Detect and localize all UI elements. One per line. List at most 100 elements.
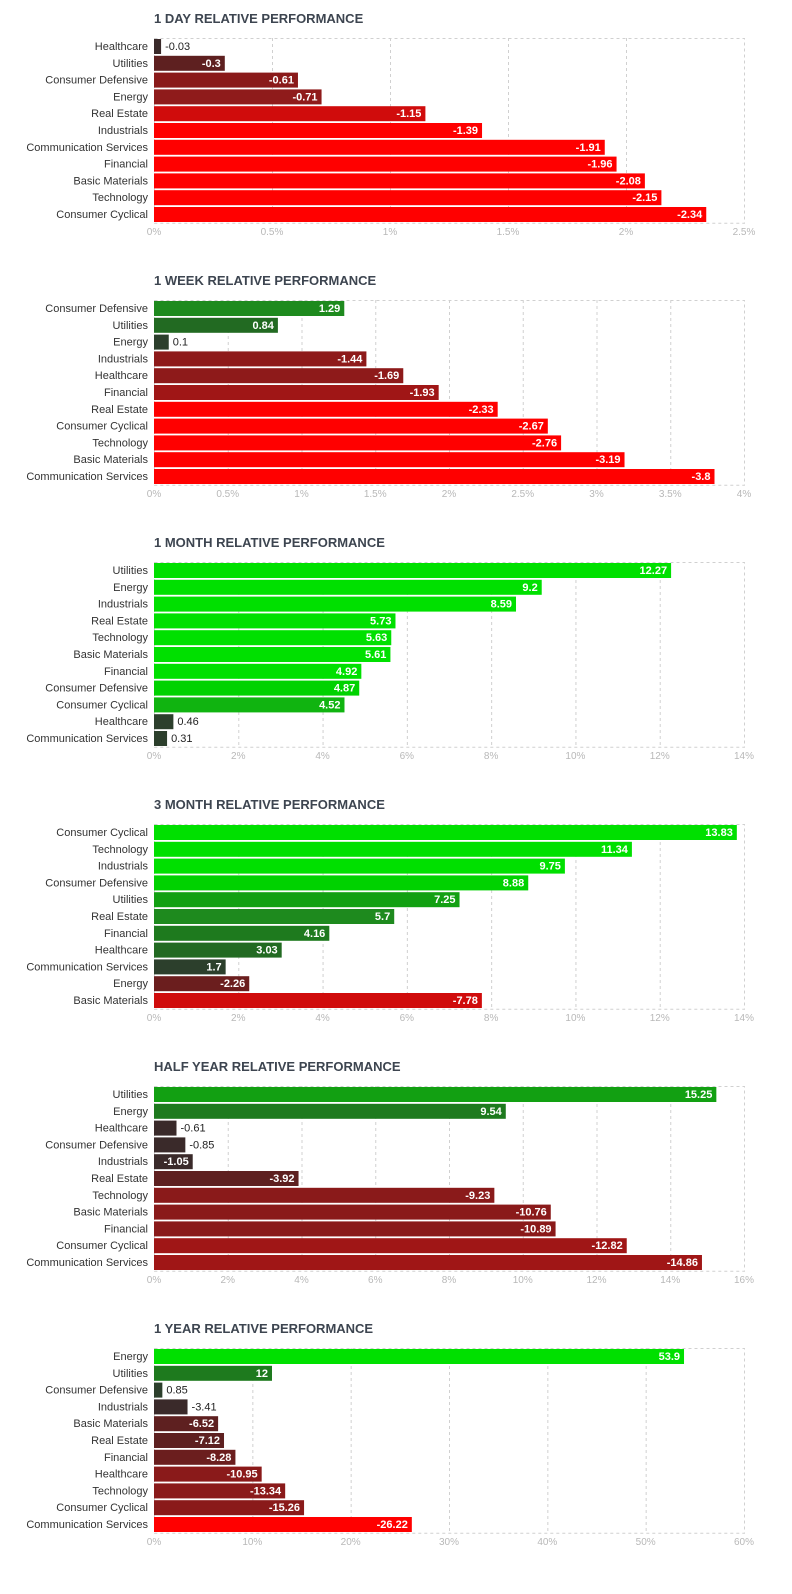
value-label: 7.25 <box>434 894 455 906</box>
category-label: Consumer Defensive <box>45 1139 148 1151</box>
category-label: Communication Services <box>26 142 148 154</box>
bar <box>154 1137 186 1153</box>
x-tick-label: 50% <box>636 1537 656 1548</box>
value-label: 3.03 <box>256 945 277 957</box>
bar <box>154 1382 163 1398</box>
bar <box>154 1103 506 1119</box>
chart-panel: HALF YEAR RELATIVE PERFORMANCE 0% 2% 4% 6% 8%… <box>26 1059 754 1286</box>
value-label: 8.88 <box>503 877 524 889</box>
bar <box>154 351 367 367</box>
category-label: Healthcare <box>95 1469 148 1481</box>
category-label: Utilities <box>113 1368 149 1380</box>
value-label: -6.52 <box>189 1418 214 1430</box>
bar <box>154 1466 262 1482</box>
x-tick-label: 2% <box>619 227 634 238</box>
value-label: 5.73 <box>370 615 391 627</box>
x-tick-label: 0% <box>147 1275 162 1286</box>
category-label: Communication Services <box>26 733 148 745</box>
plot-frame <box>154 38 745 224</box>
category-label: Basic Materials <box>73 649 148 661</box>
value-label: -7.78 <box>453 995 478 1007</box>
bar <box>154 993 482 1008</box>
bar <box>154 841 632 857</box>
category-label: Communication Services <box>26 1257 148 1269</box>
bar <box>154 1433 225 1448</box>
category-label: Real Estate <box>91 615 148 627</box>
bar <box>154 1171 299 1186</box>
bar <box>154 139 605 155</box>
category-label: Energy <box>113 337 148 349</box>
value-label: -13.34 <box>250 1485 282 1497</box>
value-label: -9.23 <box>465 1190 490 1202</box>
value-label: -1.39 <box>453 125 478 137</box>
category-label: Consumer Defensive <box>45 877 148 889</box>
category-label: Technology <box>92 437 148 449</box>
value-label: -0.61 <box>269 75 294 87</box>
bar <box>154 1255 702 1270</box>
bar <box>154 647 391 662</box>
bar <box>154 173 645 189</box>
chart-title: HALF YEAR RELATIVE PERFORMANCE <box>154 1059 401 1074</box>
category-label: Technology <box>92 1485 148 1497</box>
x-tick-label: 6% <box>400 751 415 762</box>
value-label: 11.34 <box>601 844 629 856</box>
bar <box>154 976 250 992</box>
bar <box>154 697 345 713</box>
bar <box>154 858 565 874</box>
x-tick-label: 16% <box>734 1275 754 1286</box>
category-label: Communication Services <box>26 961 148 973</box>
bar <box>154 731 168 746</box>
value-label: -15.26 <box>269 1502 300 1514</box>
value-label: 15.25 <box>685 1089 713 1101</box>
x-tick-label: 14% <box>734 1013 754 1024</box>
value-label: -2.15 <box>632 192 657 204</box>
chart-panel: 1 DAY RELATIVE PERFORMANCE 0% 0.5% 1% 1.5% 2%… <box>26 11 755 238</box>
value-label: -10.89 <box>520 1223 551 1235</box>
category-label: Real Estate <box>91 911 148 923</box>
value-label: 0.85 <box>166 1385 187 1397</box>
value-label: 4.16 <box>304 928 325 940</box>
category-label: Consumer Cyclical <box>56 421 148 433</box>
bar <box>154 55 225 71</box>
bar <box>154 418 548 434</box>
category-label: Energy <box>113 1351 148 1363</box>
category-label: Technology <box>92 192 148 204</box>
x-tick-label: 3.5% <box>659 489 682 500</box>
bar <box>154 469 715 484</box>
value-label: -2.67 <box>519 421 544 433</box>
value-label: -3.19 <box>595 454 620 466</box>
bar <box>154 1221 556 1237</box>
value-label: 0.1 <box>173 337 188 349</box>
x-tick-label: 6% <box>400 1013 415 1024</box>
x-tick-label: 6% <box>368 1275 383 1286</box>
category-label: Utilities <box>113 894 149 906</box>
value-label: -2.08 <box>616 175 641 187</box>
bar <box>154 1517 412 1532</box>
category-label: Healthcare <box>95 370 148 382</box>
x-tick-label: 4% <box>737 489 752 500</box>
chart-panel: 1 YEAR RELATIVE PERFORMANCE 0% 10% 20% 30% 40… <box>26 1321 754 1548</box>
x-tick-label: 2% <box>221 1275 236 1286</box>
bar <box>154 613 396 629</box>
bar <box>154 1500 305 1516</box>
x-tick-label: 2.5% <box>511 489 534 500</box>
bar <box>154 596 517 612</box>
bar <box>154 630 392 646</box>
chart-title: 1 YEAR RELATIVE PERFORMANCE <box>154 1321 373 1336</box>
value-label: -2.26 <box>220 978 245 990</box>
category-label: Healthcare <box>95 1123 148 1135</box>
category-label: Consumer Defensive <box>45 75 148 87</box>
bar <box>154 579 542 595</box>
category-label: Utilities <box>113 58 149 70</box>
x-tick-label: 4% <box>315 1013 330 1024</box>
bar <box>154 317 278 333</box>
category-label: Industrials <box>98 1156 149 1168</box>
category-label: Utilities <box>113 320 149 332</box>
category-label: Energy <box>113 582 148 594</box>
category-label: Basic Materials <box>73 1418 148 1430</box>
x-tick-label: 0% <box>147 1013 162 1024</box>
bar <box>154 1154 193 1170</box>
category-label: Healthcare <box>95 716 148 728</box>
category-label: Basic Materials <box>73 454 148 466</box>
